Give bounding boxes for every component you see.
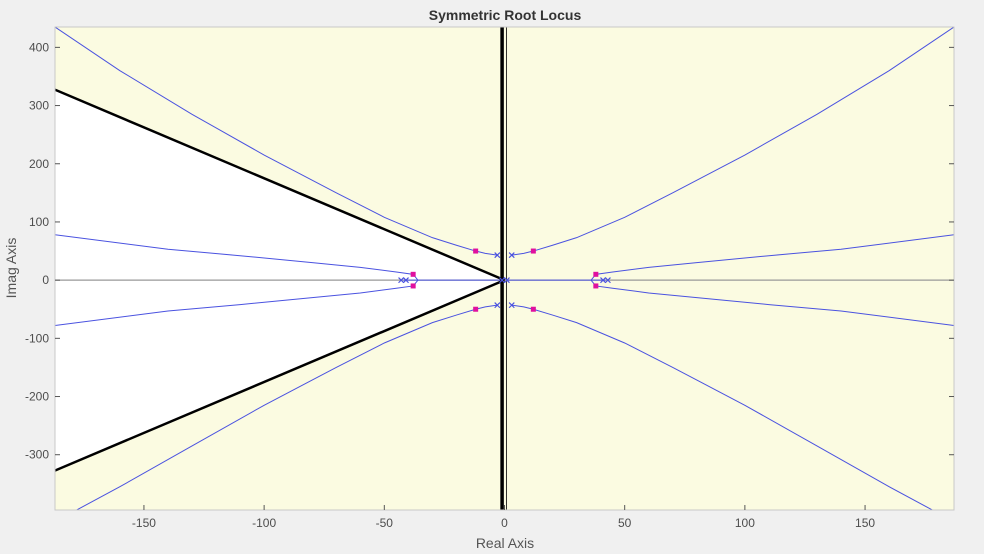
pole-marker-10 xyxy=(604,277,611,284)
pole-marker-2 xyxy=(398,277,405,284)
x-tick-label: -150 xyxy=(132,516,156,530)
x-tick-label: 150 xyxy=(855,516,875,530)
selected-root-7 xyxy=(593,271,599,277)
y-tick-label: 200 xyxy=(29,157,49,171)
pole-marker-4 xyxy=(494,302,501,309)
y-axis-label: Imag Axis xyxy=(3,238,19,299)
y-tick-label: 400 xyxy=(29,40,49,54)
locus-branch-9 xyxy=(590,234,954,281)
locus-branch-1 xyxy=(55,27,498,256)
pole-marker-8 xyxy=(508,302,515,309)
x-tick-label: -50 xyxy=(376,516,394,530)
y-tick-label: -200 xyxy=(25,390,49,404)
chart-title: Symmetric Root Locus xyxy=(429,7,582,23)
y-tick-label: 300 xyxy=(29,99,49,113)
selected-root-6 xyxy=(530,306,536,312)
x-tick-label: 50 xyxy=(618,516,632,530)
selected-root-8 xyxy=(593,283,599,289)
pole-marker-3 xyxy=(494,252,501,259)
pole-marker-5 xyxy=(499,277,506,284)
y-tick-label: -100 xyxy=(25,331,49,345)
y-tick-label: 100 xyxy=(29,215,49,229)
selected-root-5 xyxy=(530,248,536,254)
plot-layer xyxy=(55,27,954,510)
damping-boundary-upper xyxy=(55,88,505,282)
y-tick-label: 0 xyxy=(42,273,49,287)
locus-branch-3 xyxy=(511,27,954,256)
locus-branch-2 xyxy=(75,304,498,510)
tick-layer: -150 -100 -50 0 50 100 150 400 300 200 100 0 -100 -20… xyxy=(25,40,954,530)
locus-branch-7 xyxy=(55,234,419,281)
pole-marker-6 xyxy=(503,277,510,284)
selected-root-4 xyxy=(410,283,416,289)
selected-root-1 xyxy=(473,248,479,254)
pole-marker-7 xyxy=(508,252,515,259)
y-tick-label: -300 xyxy=(25,448,49,462)
x-tick-label: 100 xyxy=(735,516,755,530)
x-tick-label: 0 xyxy=(501,516,508,530)
pole-marker-9 xyxy=(600,277,607,284)
locus-branch-8 xyxy=(55,279,419,327)
selected-root-3 xyxy=(410,271,416,277)
locus-branch-4 xyxy=(511,304,934,510)
x-axis-label: Real Axis xyxy=(476,535,534,551)
damping-boundary-lower xyxy=(55,278,505,472)
pole-marker-1 xyxy=(402,277,409,284)
x-tick-label: -100 xyxy=(252,516,276,530)
locus-branch-10 xyxy=(590,279,954,327)
selected-root-2 xyxy=(473,306,479,312)
